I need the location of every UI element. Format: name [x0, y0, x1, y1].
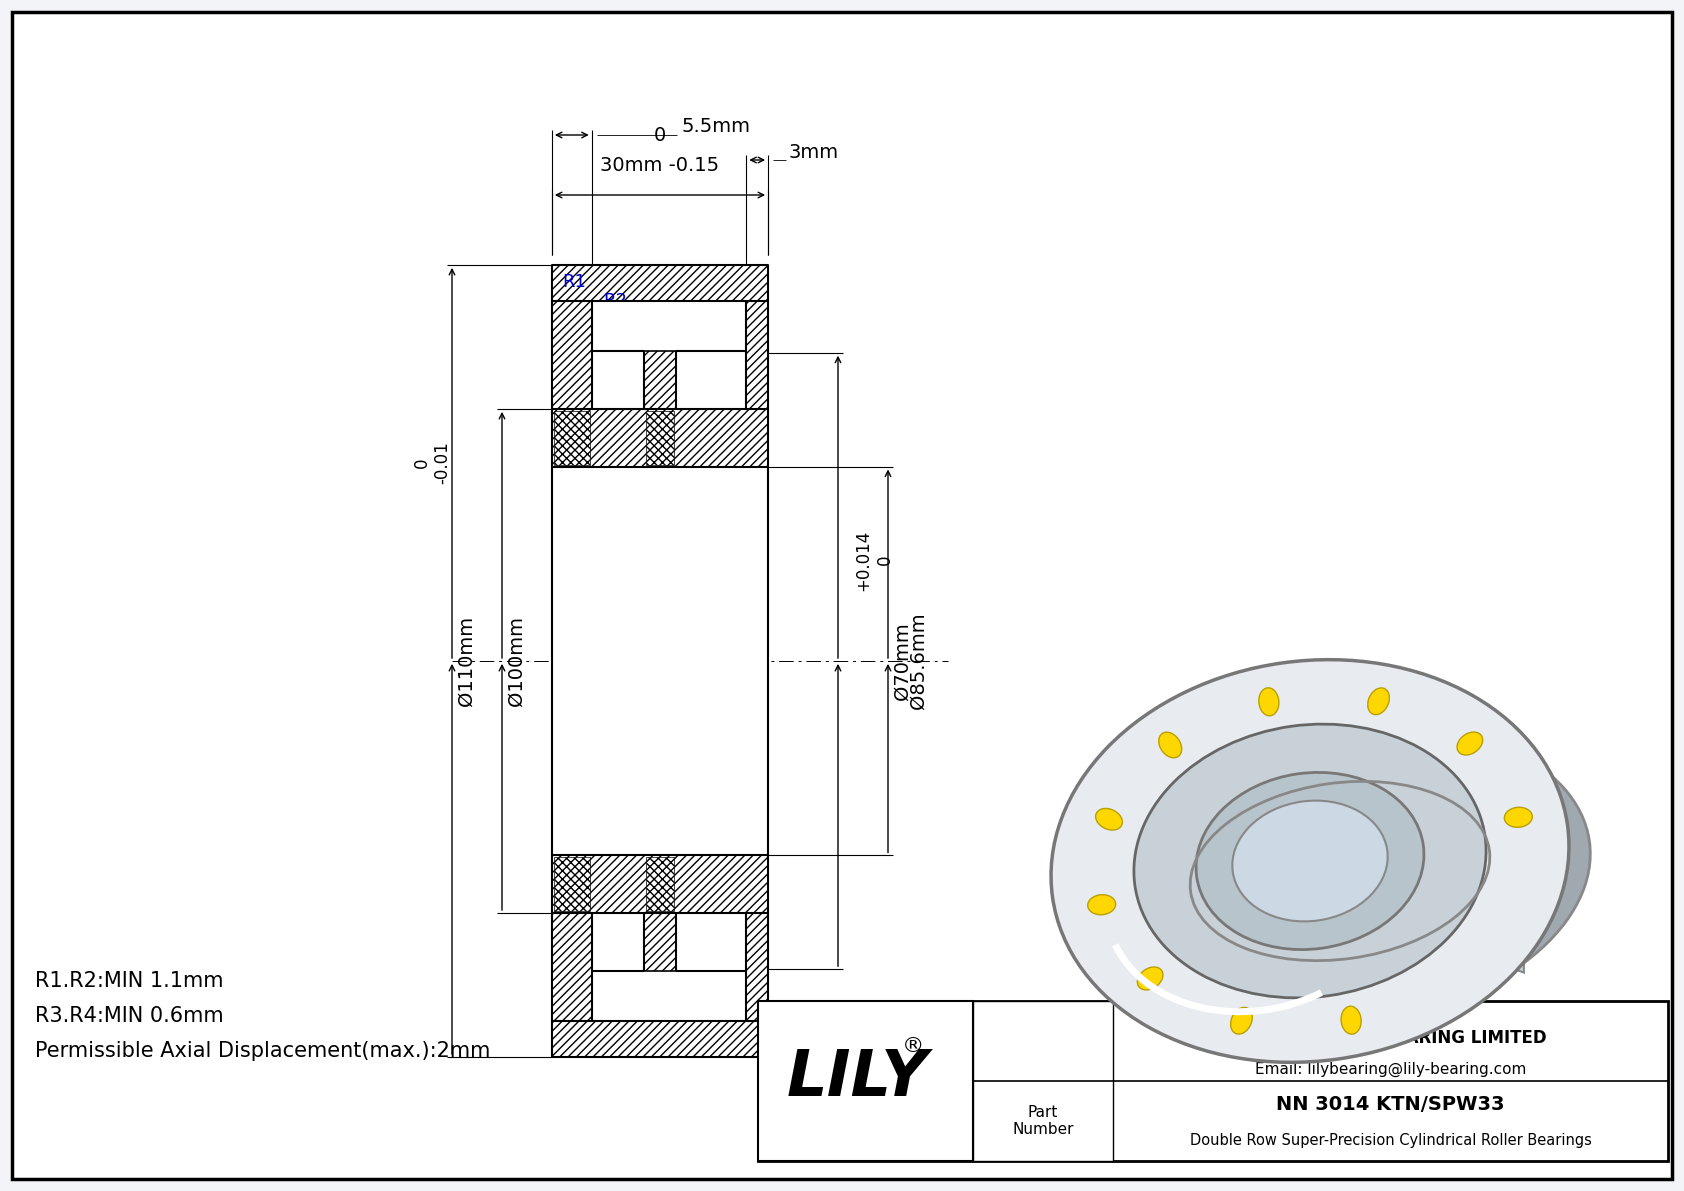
- Text: 0
-0.01: 0 -0.01: [413, 442, 451, 485]
- Bar: [591, 971, 645, 1021]
- Text: SHANGHAI LILY BEARING LIMITED: SHANGHAI LILY BEARING LIMITED: [1234, 1029, 1548, 1047]
- Text: Double Row Super-Precision Cylindrical Roller Bearings: Double Row Super-Precision Cylindrical R…: [1189, 1134, 1591, 1148]
- Ellipse shape: [1051, 660, 1569, 1062]
- Ellipse shape: [1159, 732, 1182, 757]
- Ellipse shape: [1088, 894, 1115, 915]
- Bar: [552, 467, 768, 855]
- Bar: [552, 1021, 768, 1056]
- Ellipse shape: [1504, 807, 1532, 828]
- Bar: [554, 411, 589, 464]
- Ellipse shape: [1231, 1008, 1253, 1034]
- Bar: [675, 351, 746, 409]
- Text: R3.R4:MIN 0.6mm: R3.R4:MIN 0.6mm: [35, 1006, 224, 1025]
- Text: 30mm -0.15: 30mm -0.15: [601, 156, 719, 175]
- Bar: [675, 971, 746, 1021]
- Ellipse shape: [1233, 800, 1388, 922]
- Text: Ø110mm: Ø110mm: [456, 616, 475, 706]
- Bar: [973, 1000, 1113, 1161]
- Bar: [552, 913, 591, 1021]
- Text: ®: ®: [903, 1036, 925, 1055]
- Bar: [591, 913, 645, 971]
- Text: 0: 0: [653, 126, 667, 145]
- Bar: [591, 351, 645, 409]
- Bar: [591, 301, 645, 351]
- Bar: [554, 858, 589, 911]
- Ellipse shape: [1133, 724, 1485, 998]
- Text: Ø70mm: Ø70mm: [893, 622, 911, 700]
- Bar: [552, 301, 591, 409]
- Text: Permissible Axial Displacement(max.):2mm: Permissible Axial Displacement(max.):2mm: [35, 1041, 490, 1061]
- Bar: [645, 351, 675, 409]
- Polygon shape: [1492, 761, 1524, 973]
- Ellipse shape: [1196, 773, 1425, 949]
- Text: R1: R1: [562, 273, 586, 291]
- Ellipse shape: [1100, 723, 1590, 1028]
- Ellipse shape: [1260, 688, 1278, 716]
- Text: Email: lilybearing@lily-bearing.com: Email: lilybearing@lily-bearing.com: [1255, 1062, 1526, 1078]
- Text: NN 3014 KTN/SPW33: NN 3014 KTN/SPW33: [1276, 1096, 1505, 1115]
- Bar: [675, 913, 746, 971]
- Bar: [552, 409, 768, 467]
- Bar: [552, 855, 768, 913]
- Bar: [746, 913, 768, 1021]
- Text: R2: R2: [603, 293, 628, 311]
- Bar: [647, 411, 674, 464]
- Bar: [647, 858, 674, 911]
- Bar: [552, 266, 768, 301]
- Text: 3mm: 3mm: [788, 143, 839, 162]
- Text: Part
Number: Part Number: [1012, 1105, 1074, 1137]
- Bar: [758, 1000, 973, 1161]
- Text: LILY: LILY: [786, 1047, 928, 1109]
- Bar: [746, 301, 768, 409]
- Text: Ø100mm: Ø100mm: [507, 616, 525, 706]
- Ellipse shape: [1457, 732, 1482, 755]
- Ellipse shape: [1340, 1006, 1361, 1034]
- Text: R4: R4: [615, 392, 640, 411]
- Ellipse shape: [1367, 688, 1389, 715]
- Bar: [645, 913, 675, 971]
- Text: R1.R2:MIN 1.1mm: R1.R2:MIN 1.1mm: [35, 971, 224, 991]
- Text: Ø85.6mm: Ø85.6mm: [908, 612, 928, 710]
- Ellipse shape: [1137, 967, 1164, 990]
- Text: 5.5mm: 5.5mm: [682, 118, 751, 137]
- Bar: [758, 1000, 1667, 1161]
- Bar: [675, 301, 746, 351]
- Ellipse shape: [1096, 809, 1122, 830]
- Text: R3: R3: [684, 325, 707, 343]
- Text: +0.014
0: +0.014 0: [854, 530, 894, 591]
